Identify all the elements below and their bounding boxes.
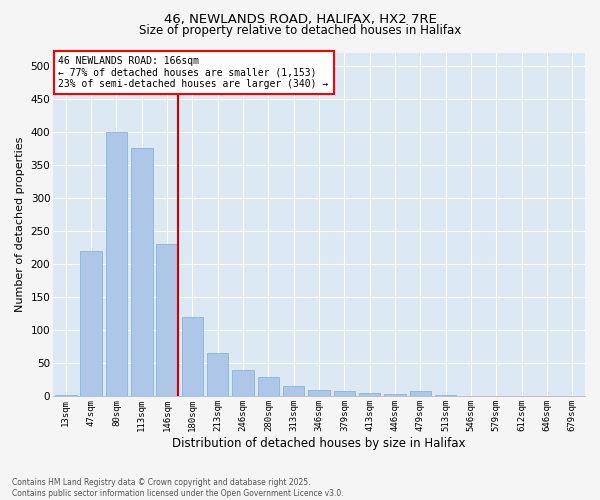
Bar [182, 317, 203, 396]
Bar [257, 376, 279, 396]
Bar [157, 244, 178, 396]
Bar [55, 395, 77, 396]
Text: 46, NEWLANDS ROAD, HALIFAX, HX2 7RE: 46, NEWLANDS ROAD, HALIFAX, HX2 7RE [164, 12, 436, 26]
Bar [308, 390, 330, 396]
Text: 46 NEWLANDS ROAD: 166sqm
← 77% of detached houses are smaller (1,153)
23% of sem: 46 NEWLANDS ROAD: 166sqm ← 77% of detach… [58, 56, 329, 89]
Bar [435, 395, 457, 396]
X-axis label: Distribution of detached houses by size in Halifax: Distribution of detached houses by size … [172, 437, 466, 450]
Text: Size of property relative to detached houses in Halifax: Size of property relative to detached ho… [139, 24, 461, 37]
Bar [207, 354, 229, 397]
Y-axis label: Number of detached properties: Number of detached properties [15, 137, 25, 312]
Bar [232, 370, 254, 396]
Bar [106, 132, 127, 396]
Bar [334, 391, 355, 396]
Bar [80, 251, 102, 396]
Bar [131, 148, 152, 396]
Text: Contains HM Land Registry data © Crown copyright and database right 2025.
Contai: Contains HM Land Registry data © Crown c… [12, 478, 344, 498]
Bar [384, 394, 406, 396]
Bar [410, 391, 431, 396]
Bar [359, 393, 380, 396]
Bar [283, 386, 304, 396]
